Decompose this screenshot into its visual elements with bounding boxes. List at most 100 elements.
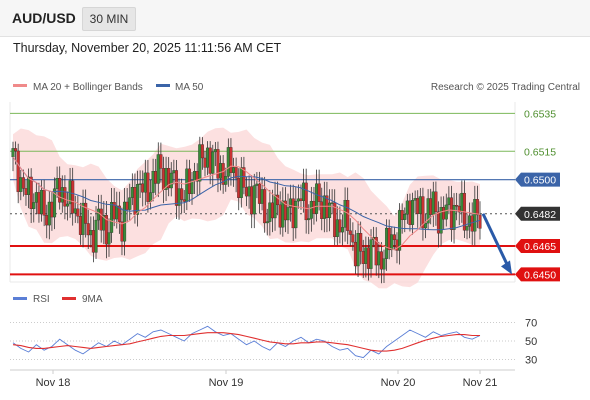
candle-body bbox=[265, 221, 269, 224]
candle-body bbox=[335, 219, 339, 237]
candle-body bbox=[429, 198, 433, 215]
candle-body bbox=[120, 221, 124, 242]
candle-body bbox=[190, 180, 194, 194]
candle-body bbox=[128, 197, 132, 210]
candle-body bbox=[330, 202, 334, 204]
candle-body bbox=[309, 200, 313, 219]
forecast-arrow-shaft bbox=[481, 213, 511, 270]
x-tick-label: Nov 20 bbox=[381, 377, 416, 389]
candle-body bbox=[151, 171, 155, 193]
rsi-line bbox=[12, 325, 481, 359]
candle-body bbox=[32, 202, 36, 209]
candle-body bbox=[221, 163, 225, 185]
candle-body bbox=[304, 182, 308, 221]
candle-body bbox=[234, 167, 238, 179]
level-label-0.6500: 0.6500 bbox=[524, 175, 556, 187]
ma50-legend-swatch bbox=[156, 84, 170, 87]
candle-body bbox=[159, 154, 163, 169]
candle-body bbox=[276, 194, 280, 206]
candle-body bbox=[250, 186, 254, 215]
rsi-panel: 70 50 30 bbox=[10, 318, 537, 366]
candle-body bbox=[208, 147, 212, 174]
candle-body bbox=[71, 180, 75, 214]
level-label-0.6450: 0.6450 bbox=[524, 269, 556, 281]
candle-body bbox=[408, 200, 412, 225]
candle-body bbox=[182, 199, 186, 202]
candle-body bbox=[340, 227, 345, 233]
candle-body bbox=[320, 201, 324, 219]
candle-body bbox=[403, 213, 407, 220]
candle-body bbox=[237, 178, 241, 198]
candle-body bbox=[97, 208, 101, 221]
candle-body bbox=[45, 215, 49, 226]
candle-body bbox=[442, 207, 446, 220]
candle-body bbox=[169, 172, 173, 189]
candle-body bbox=[317, 183, 321, 202]
level-label-0.6535: 0.6535 bbox=[524, 108, 556, 120]
x-axis: Nov 18 Nov 19 Nov 20 Nov 21 bbox=[36, 370, 497, 389]
candle-body bbox=[475, 199, 479, 216]
candle-body bbox=[42, 189, 46, 216]
candle-body bbox=[231, 167, 236, 173]
chart-header: AUD/USD 30 MIN bbox=[0, 0, 590, 37]
candle-body bbox=[416, 198, 420, 215]
candle-body bbox=[423, 222, 428, 229]
candle-body bbox=[198, 144, 202, 182]
ma50-legend-label: MA 50 bbox=[175, 82, 204, 93]
candle-body bbox=[11, 148, 15, 158]
candle-body bbox=[29, 176, 33, 209]
candle-body bbox=[146, 172, 150, 202]
candle-body bbox=[229, 147, 233, 173]
candle-body bbox=[314, 183, 319, 214]
candle-body bbox=[117, 205, 121, 222]
candle-body bbox=[34, 192, 38, 203]
candle-body bbox=[130, 186, 134, 198]
rsi-9ma-line bbox=[12, 332, 480, 352]
timeframe-badge[interactable]: 30 MIN bbox=[82, 7, 136, 31]
candle-body bbox=[421, 196, 425, 229]
level-label-0.6482: 0.6482 bbox=[524, 209, 556, 221]
candle-body bbox=[73, 208, 77, 214]
candle-body bbox=[156, 154, 160, 184]
candle-body bbox=[444, 204, 448, 220]
candle-body bbox=[278, 204, 282, 228]
candle-body bbox=[226, 147, 230, 177]
candle-body bbox=[50, 201, 54, 218]
candle-body bbox=[91, 230, 95, 253]
candle-body bbox=[449, 197, 454, 230]
instrument-label: AUD/USD bbox=[12, 10, 76, 26]
candle-body bbox=[104, 215, 108, 245]
candle-body bbox=[413, 198, 417, 201]
candle-body bbox=[86, 223, 90, 236]
candle-body bbox=[84, 202, 88, 224]
candle-body bbox=[478, 214, 482, 229]
candle-body bbox=[390, 234, 394, 251]
candle-body bbox=[273, 194, 277, 219]
candle-body bbox=[213, 149, 217, 153]
candle-body bbox=[99, 208, 103, 231]
candle-body bbox=[206, 147, 210, 168]
candle-body bbox=[60, 187, 64, 203]
candle-body bbox=[377, 251, 381, 266]
candle-body bbox=[348, 230, 352, 235]
candle-body bbox=[369, 239, 373, 269]
ma20-legend-label: MA 20 + Bollinger Bands bbox=[33, 82, 143, 93]
candle-body bbox=[359, 233, 363, 252]
candle-body bbox=[21, 177, 25, 189]
candle-body bbox=[307, 218, 311, 221]
rsi-tick-50: 50 bbox=[525, 336, 537, 348]
candle-body bbox=[351, 234, 355, 243]
candle-body bbox=[455, 204, 459, 207]
candle-body bbox=[125, 201, 129, 210]
candle-body bbox=[356, 233, 360, 267]
level-tag-0.6465 bbox=[515, 239, 560, 253]
candle-body bbox=[58, 178, 62, 203]
candle-body bbox=[115, 205, 119, 220]
candle-body bbox=[270, 202, 274, 219]
candle-body bbox=[19, 177, 23, 192]
candle-body bbox=[418, 196, 422, 215]
candle-body bbox=[302, 182, 306, 201]
candle-body bbox=[327, 202, 332, 219]
candle-body bbox=[63, 187, 67, 207]
rsi-legend-swatch bbox=[13, 297, 27, 300]
